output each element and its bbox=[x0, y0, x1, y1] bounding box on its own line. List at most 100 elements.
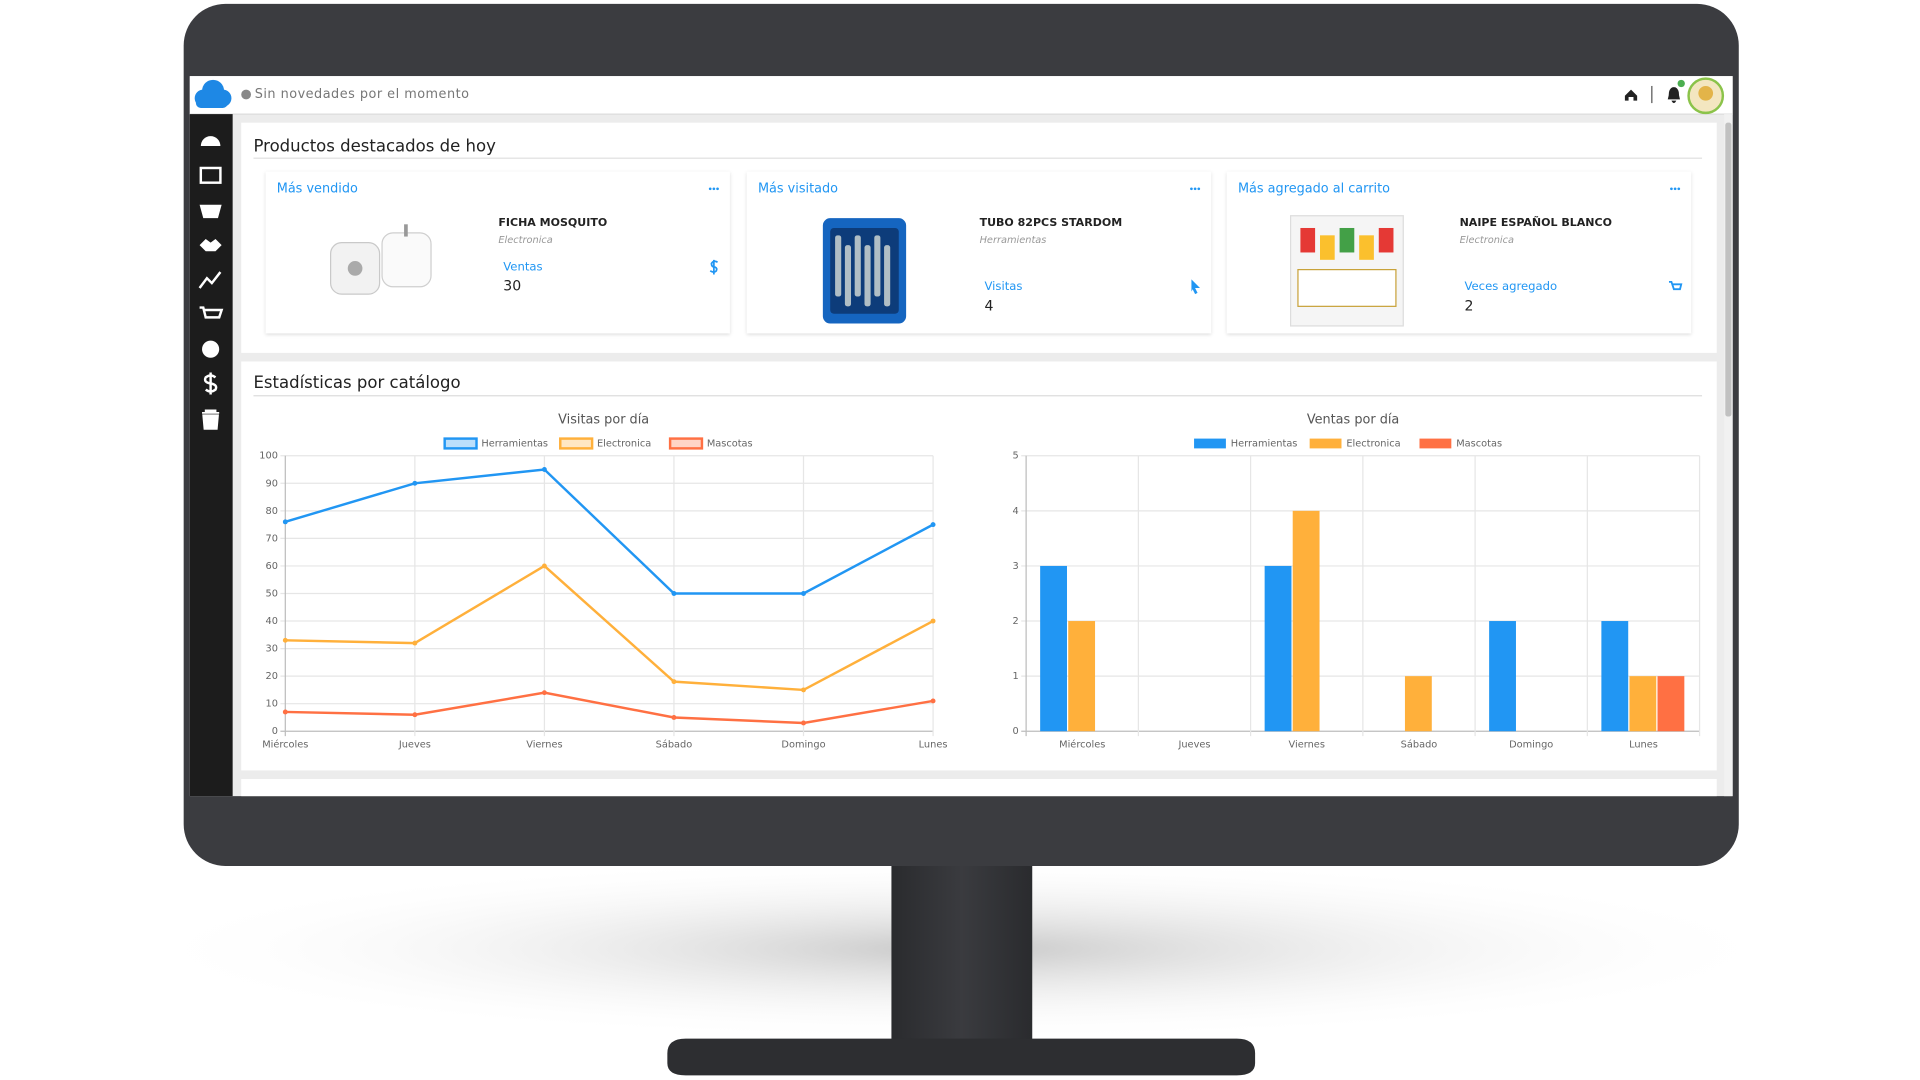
scrollbar-thumb[interactable] bbox=[1725, 122, 1732, 417]
bar[interactable] bbox=[1264, 565, 1292, 732]
icon-chart[interactable] bbox=[198, 271, 222, 289]
icon-dashboard[interactable] bbox=[200, 136, 221, 146]
info-icon bbox=[241, 89, 252, 100]
x-tick-label: Lunes bbox=[1629, 740, 1658, 751]
point[interactable] bbox=[412, 640, 418, 646]
x-tick-label: Miércoles bbox=[1059, 739, 1105, 751]
y-tick-label: 2 bbox=[1013, 616, 1019, 627]
icon-table[interactable] bbox=[199, 166, 222, 184]
series-line bbox=[285, 691, 934, 725]
legend-item[interactable]: Electronica bbox=[559, 437, 651, 450]
bar[interactable] bbox=[1040, 565, 1067, 732]
img-part bbox=[844, 245, 852, 307]
legend-item[interactable]: Herramientas bbox=[443, 437, 548, 450]
img-part bbox=[1320, 235, 1335, 260]
bar[interactable] bbox=[1404, 676, 1432, 732]
legend-label: Mascotas bbox=[1456, 438, 1502, 449]
img-part bbox=[381, 232, 432, 288]
logo-cloud[interactable] bbox=[194, 79, 232, 108]
x-tick-label: Viernes bbox=[526, 740, 562, 751]
x-tick-label: Sábado bbox=[656, 739, 693, 751]
panel-title: Productos destacados de hoy bbox=[253, 137, 496, 156]
legend-item[interactable]: Herramientas bbox=[1194, 438, 1297, 449]
bar[interactable] bbox=[1489, 621, 1516, 732]
bell-icon[interactable] bbox=[1667, 87, 1680, 104]
point[interactable] bbox=[801, 687, 806, 693]
menu-dot[interactable] bbox=[1670, 187, 1673, 191]
menu-dot[interactable] bbox=[716, 187, 719, 191]
menu-dot[interactable] bbox=[1197, 187, 1201, 191]
img-part bbox=[864, 245, 871, 307]
point[interactable] bbox=[671, 679, 677, 685]
menu-dot[interactable] bbox=[1190, 187, 1193, 191]
panel-title: Estadísticas por catálogo bbox=[253, 373, 460, 392]
next-panel bbox=[241, 779, 1717, 797]
menu-dot[interactable] bbox=[1193, 187, 1197, 191]
point[interactable] bbox=[412, 712, 418, 718]
x-tick-label: Sábado bbox=[1401, 739, 1438, 751]
home-icon[interactable] bbox=[1624, 89, 1638, 101]
point[interactable] bbox=[930, 522, 936, 528]
point[interactable] bbox=[412, 480, 418, 486]
legend-swatch bbox=[1309, 438, 1342, 449]
product-card[interactable]: Más agregado al carrito NAIPE ESPAÑOL BLA… bbox=[1226, 171, 1692, 334]
point[interactable] bbox=[282, 709, 288, 715]
cards: Más vendido FICHA MOSQUITO Electronica Vent… bbox=[265, 171, 1692, 334]
bar[interactable] bbox=[1629, 676, 1657, 732]
point[interactable] bbox=[541, 563, 547, 569]
bar[interactable] bbox=[1601, 621, 1629, 732]
menu-dot[interactable] bbox=[712, 187, 716, 191]
menu-dot[interactable] bbox=[708, 187, 712, 191]
card-heading: Más visitado bbox=[758, 181, 838, 196]
menu-dot[interactable] bbox=[1673, 187, 1677, 191]
point[interactable] bbox=[541, 467, 547, 472]
monitor-base bbox=[667, 1038, 1256, 1076]
legend-label: Mascotas bbox=[707, 438, 753, 449]
point[interactable] bbox=[930, 698, 936, 704]
y-tick-label: 40 bbox=[266, 616, 278, 627]
y-tick-label: 3 bbox=[1013, 561, 1019, 572]
x-tick-label: Viernes bbox=[1289, 740, 1325, 751]
metric-label: Visitas bbox=[984, 279, 1022, 293]
point[interactable] bbox=[541, 690, 547, 696]
legend-label: Electronica bbox=[597, 438, 651, 449]
point[interactable] bbox=[671, 591, 677, 596]
legend-item[interactable]: Electronica bbox=[1309, 438, 1401, 449]
icon-handshake[interactable] bbox=[199, 239, 222, 252]
legend-item[interactable]: Mascotas bbox=[1419, 438, 1502, 449]
point[interactable] bbox=[801, 591, 806, 596]
cart-icon bbox=[1668, 280, 1683, 291]
pointer-icon bbox=[1191, 279, 1200, 295]
point[interactable] bbox=[671, 715, 677, 720]
icon-trash[interactable] bbox=[202, 409, 220, 430]
img-part bbox=[1297, 269, 1397, 307]
bar[interactable] bbox=[1657, 676, 1685, 732]
sidebar bbox=[189, 114, 233, 797]
product-card[interactable]: Más vendido FICHA MOSQUITO Electronica Vent… bbox=[265, 171, 730, 334]
y-tick-label: 70 bbox=[266, 533, 278, 544]
bar[interactable] bbox=[1292, 510, 1320, 732]
legend-item[interactable]: Mascotas bbox=[668, 437, 753, 450]
product-card[interactable]: Más visitado TUBO 82PCS STARDOM Herramient… bbox=[746, 171, 1212, 334]
product-category: Electronica bbox=[1460, 235, 1514, 246]
icon-basket[interactable] bbox=[199, 204, 222, 219]
legend-swatch bbox=[1194, 438, 1226, 449]
metric-label: Veces agregado bbox=[1464, 279, 1557, 293]
y-tick-label: 90 bbox=[266, 478, 278, 489]
icon-cart[interactable] bbox=[199, 306, 224, 319]
icon-gear[interactable] bbox=[202, 340, 220, 358]
icon-dollar[interactable] bbox=[203, 372, 218, 395]
x-tick-label: Miércoles bbox=[262, 739, 308, 751]
charts: Visitas por día Herramientas Electronica Ma… bbox=[259, 413, 1701, 751]
chart: Ventas por día Herramientas Electronica Mas… bbox=[1013, 413, 1701, 751]
point[interactable] bbox=[801, 720, 806, 726]
img-part bbox=[347, 261, 363, 276]
legend-swatch bbox=[559, 437, 594, 450]
point[interactable] bbox=[930, 618, 936, 624]
bar[interactable] bbox=[1068, 621, 1096, 732]
top-bar bbox=[189, 76, 1733, 115]
point[interactable] bbox=[282, 519, 288, 525]
menu-dot[interactable] bbox=[1677, 187, 1681, 191]
point[interactable] bbox=[282, 637, 288, 643]
